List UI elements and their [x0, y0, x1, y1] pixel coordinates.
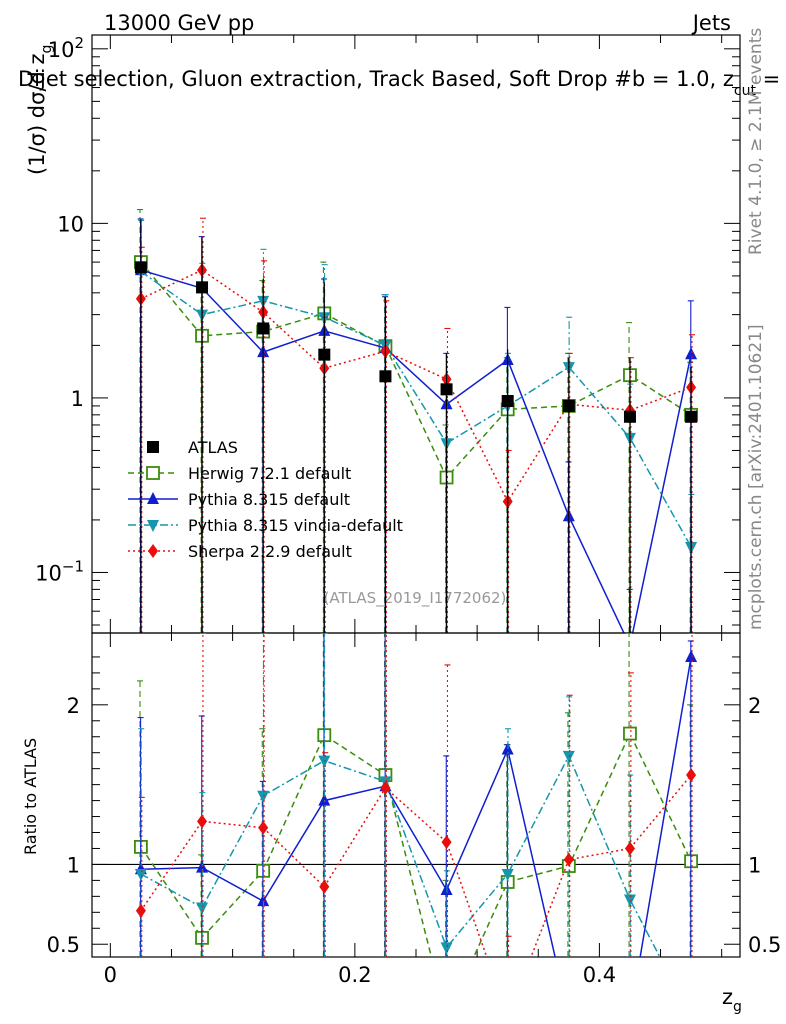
- ratio-point: [623, 894, 636, 907]
- ratio-point: [318, 793, 331, 806]
- mcplots-label: mcplots.cern.ch [arXiv:2401.10621]: [746, 324, 766, 630]
- mc-series-line: [140, 269, 692, 633]
- y-tick-label: 10−1: [35, 557, 84, 585]
- y-axis-label: (1/σ) dσ/d zg: [25, 45, 55, 175]
- y-tick-label: 102: [48, 34, 84, 62]
- mc-point: [624, 639, 636, 651]
- ratio-point: [562, 750, 575, 763]
- ratio-point: [258, 820, 269, 835]
- data-point: [685, 410, 698, 423]
- data-point: [501, 395, 514, 408]
- legend-label: ATLAS: [188, 438, 238, 457]
- mc-series-line: [140, 270, 692, 548]
- ratio-point: [623, 726, 637, 741]
- rivet-label: Rivet 4.1.0, ≥ 2.1M events: [746, 28, 766, 255]
- plot-title: Dijet selection, Gluon extraction, Track…: [18, 67, 786, 99]
- y-tick-label: 1: [71, 387, 84, 411]
- legend-marker: [147, 492, 159, 504]
- ratio-series-line: [140, 754, 661, 957]
- data-point: [257, 322, 270, 335]
- legend-label: Pythia 8.315 default: [188, 490, 350, 509]
- data-point: [318, 348, 331, 361]
- main-series-group: [134, 208, 698, 651]
- ratio-point: [686, 768, 697, 783]
- analysis-watermark: (ATLAS_2019_I1772062): [324, 589, 507, 608]
- ratio-point: [318, 755, 331, 768]
- ratio-tick-label-right: 1: [748, 853, 761, 877]
- ratio-point: [197, 814, 208, 829]
- ratio-point: [563, 852, 574, 867]
- ratio-frame: [91, 632, 741, 958]
- ratio-series-line: [140, 774, 692, 957]
- energy-label: 13000 GeV pp: [104, 11, 254, 35]
- category-label: Jets: [691, 11, 731, 35]
- ratio-point: [196, 902, 209, 915]
- legend-marker: [147, 520, 159, 532]
- legend-marker: [147, 441, 159, 453]
- ratio-tick-label: 1: [67, 853, 80, 877]
- main-plot: 10−1 1 10 102: [35, 34, 741, 651]
- legend-marker: [148, 544, 158, 558]
- mc-point: [685, 347, 698, 360]
- plot-title-main: Dijet selection, Gluon extraction, Track…: [18, 67, 734, 91]
- legend-marker: [146, 466, 160, 480]
- legend-label: Sherpa 2.2.9 default: [188, 542, 352, 561]
- ratio-tick-label: 2: [67, 694, 80, 718]
- x-tick-label: 0.4: [583, 963, 616, 987]
- mc-series-line: [140, 261, 692, 479]
- ratio-series-group: [134, 633, 698, 957]
- ratio-series-line: [140, 656, 692, 957]
- ratio-point: [624, 841, 635, 856]
- ratio-point: [319, 879, 330, 894]
- ratio-point: [257, 790, 270, 803]
- y-tick-label: 10: [57, 212, 84, 236]
- legend-label: Herwig 7.2.1 default: [188, 464, 351, 483]
- ratio-plot: 0 0.2 0.4 0.5 0.5 1 1 2 2: [47, 632, 781, 987]
- ratio-point: [196, 860, 209, 873]
- ratio-tick-label-right: 0.5: [748, 933, 781, 957]
- ratio-point: [134, 869, 147, 882]
- plot-title-tail: = 0.1: [756, 67, 786, 91]
- data-point: [379, 370, 392, 383]
- ratio-point: [135, 903, 146, 918]
- ratio-tick-label-right: 2: [748, 694, 761, 718]
- x-tick-label: 0.2: [338, 963, 371, 987]
- legend: ATLAS Herwig 7.2.1 default Pythia 8.315 de…: [128, 438, 403, 561]
- ratio-axis-label: Ratio to ATLAS: [21, 738, 40, 855]
- ratio-point: [441, 835, 452, 850]
- data-point: [440, 383, 453, 396]
- x-tick-label: 0: [104, 963, 117, 987]
- ratio-point: [501, 869, 514, 882]
- data-point: [134, 261, 147, 274]
- ratio-series-line: [140, 731, 692, 957]
- data-point: [196, 281, 209, 294]
- ratio-point: [440, 942, 453, 955]
- x-axis-label: zg: [722, 985, 742, 1015]
- ratio-point: [257, 894, 270, 907]
- data-point: [623, 410, 636, 423]
- ratio-tick-label: 0.5: [47, 933, 80, 957]
- ratio-point: [685, 649, 698, 662]
- data-point: [562, 399, 575, 412]
- mc-series-line: [140, 269, 692, 504]
- ratio-point: [380, 780, 391, 795]
- legend-label: Pythia 8.315 vincia-default: [188, 516, 403, 535]
